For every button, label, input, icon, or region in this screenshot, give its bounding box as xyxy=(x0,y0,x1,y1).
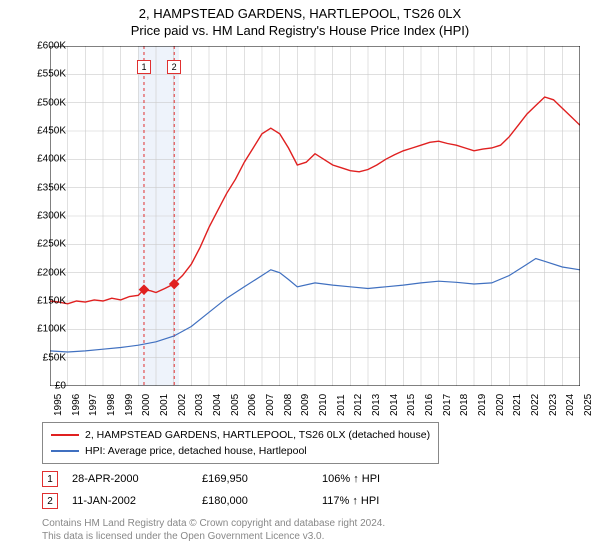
marker-pct: 106% ↑ HPI xyxy=(322,473,432,485)
x-axis-tick: 2003 xyxy=(194,394,205,416)
x-axis-tick: 2015 xyxy=(406,394,417,416)
x-axis-tick: 2016 xyxy=(424,394,435,416)
x-axis-tick: 1999 xyxy=(124,394,135,416)
marker-row: 2 11-JAN-2002 £180,000 117% ↑ HPI xyxy=(42,490,432,512)
x-axis-tick: 2025 xyxy=(583,394,594,416)
marker-price: £180,000 xyxy=(202,495,322,507)
price-chart xyxy=(50,46,580,386)
footer-attribution: Contains HM Land Registry data © Crown c… xyxy=(42,518,385,543)
x-axis-tick: 2022 xyxy=(530,394,541,416)
x-axis-tick: 2010 xyxy=(318,394,329,416)
y-axis-tick: £100K xyxy=(16,324,66,335)
y-axis-tick: £300K xyxy=(16,211,66,222)
marker-badge-2: 2 xyxy=(42,493,58,509)
x-axis-tick: 2012 xyxy=(353,394,364,416)
x-axis-tick: 2021 xyxy=(512,394,523,416)
legend-swatch-hpi xyxy=(51,450,79,452)
y-axis-tick: £500K xyxy=(16,97,66,108)
chart-marker-badge: 2 xyxy=(167,60,181,74)
x-axis-tick: 2017 xyxy=(442,394,453,416)
x-axis-tick: 2009 xyxy=(300,394,311,416)
y-axis-tick: £550K xyxy=(16,69,66,80)
y-axis-tick: £0 xyxy=(16,381,66,392)
y-axis-tick: £350K xyxy=(16,182,66,193)
x-axis-tick: 2013 xyxy=(371,394,382,416)
x-axis-tick: 2005 xyxy=(230,394,241,416)
x-axis-tick: 2001 xyxy=(159,394,170,416)
x-axis-tick: 1996 xyxy=(71,394,82,416)
y-axis-tick: £400K xyxy=(16,154,66,165)
page-title-line2: Price paid vs. HM Land Registry's House … xyxy=(0,23,600,38)
x-axis-tick: 2024 xyxy=(565,394,576,416)
x-axis-tick: 2008 xyxy=(283,394,294,416)
y-axis-tick: £150K xyxy=(16,296,66,307)
x-axis-tick: 2023 xyxy=(548,394,559,416)
marker-date: 11-JAN-2002 xyxy=(72,495,202,507)
y-axis-tick: £600K xyxy=(16,41,66,52)
marker-table: 1 28-APR-2000 £169,950 106% ↑ HPI 2 11-J… xyxy=(42,468,432,512)
x-axis-tick: 2020 xyxy=(495,394,506,416)
y-axis-tick: £250K xyxy=(16,239,66,250)
x-axis-tick: 2004 xyxy=(212,394,223,416)
x-axis-tick: 2019 xyxy=(477,394,488,416)
x-axis-tick: 2002 xyxy=(177,394,188,416)
x-axis-tick: 2011 xyxy=(336,394,347,416)
legend-swatch-property xyxy=(51,434,79,436)
marker-pct: 117% ↑ HPI xyxy=(322,495,432,507)
page-title-line1: 2, HAMPSTEAD GARDENS, HARTLEPOOL, TS26 0… xyxy=(0,6,600,21)
chart-marker-badge: 1 xyxy=(137,60,151,74)
chart-legend: 2, HAMPSTEAD GARDENS, HARTLEPOOL, TS26 0… xyxy=(42,422,439,464)
marker-date: 28-APR-2000 xyxy=(72,473,202,485)
legend-label-property: 2, HAMPSTEAD GARDENS, HARTLEPOOL, TS26 0… xyxy=(85,429,430,441)
legend-label-hpi: HPI: Average price, detached house, Hart… xyxy=(85,445,307,457)
x-axis-tick: 1995 xyxy=(53,394,64,416)
x-axis-tick: 2007 xyxy=(265,394,276,416)
y-axis-tick: £50K xyxy=(16,352,66,363)
marker-badge-1: 1 xyxy=(42,471,58,487)
x-axis-tick: 2018 xyxy=(459,394,470,416)
x-axis-tick: 1997 xyxy=(88,394,99,416)
y-axis-tick: £200K xyxy=(16,267,66,278)
marker-row: 1 28-APR-2000 £169,950 106% ↑ HPI xyxy=(42,468,432,490)
marker-price: £169,950 xyxy=(202,473,322,485)
x-axis-tick: 2006 xyxy=(247,394,258,416)
x-axis-tick: 1998 xyxy=(106,394,117,416)
x-axis-tick: 2000 xyxy=(141,394,152,416)
y-axis-tick: £450K xyxy=(16,126,66,137)
x-axis-tick: 2014 xyxy=(389,394,400,416)
